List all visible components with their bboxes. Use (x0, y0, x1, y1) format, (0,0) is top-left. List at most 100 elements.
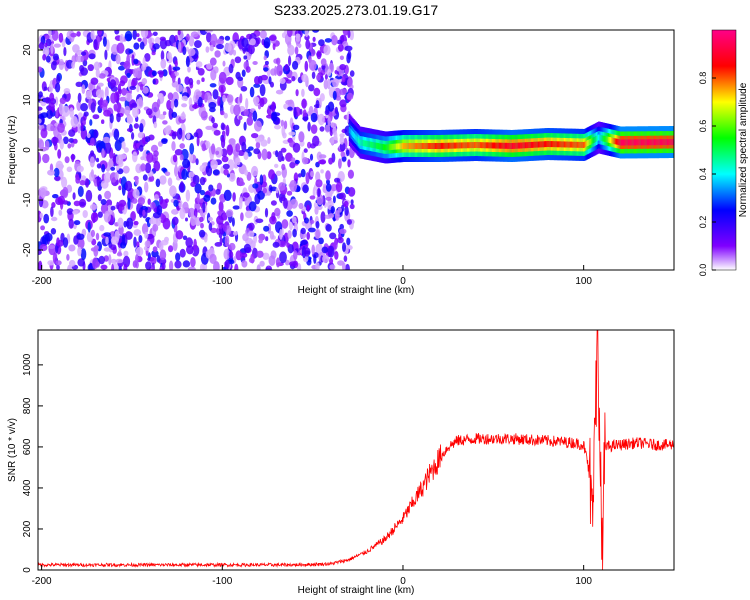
signal-cell (651, 139, 653, 146)
noise-speckle (172, 216, 179, 226)
noise-speckle (342, 30, 349, 36)
signal-cell (373, 142, 376, 149)
signal-cell (586, 140, 588, 147)
noise-speckle (88, 53, 96, 60)
signal-cell (384, 144, 387, 151)
signal-cell (446, 142, 448, 149)
noise-speckle (254, 120, 262, 132)
noise-speckle (316, 50, 322, 60)
noise-speckle (105, 236, 109, 245)
noise-speckle (259, 30, 267, 39)
noise-speckle (217, 95, 221, 106)
noise-speckle (207, 216, 213, 222)
signal-cell (630, 139, 633, 146)
noise-speckle (243, 243, 251, 253)
noise-speckle (56, 264, 60, 270)
heatmap-y-tick-label: -20 (22, 242, 33, 257)
noise-speckle (210, 69, 217, 81)
noise-speckle (167, 177, 173, 187)
signal-cell (416, 143, 418, 149)
noise-speckle (133, 42, 140, 50)
signal-cell (431, 143, 433, 149)
noise-speckle (242, 192, 250, 198)
signal-cell (429, 143, 431, 149)
noise-speckle (329, 232, 337, 240)
snr-x-tick-label: -100 (212, 576, 232, 587)
noise-speckle (177, 30, 181, 36)
noise-speckle (216, 43, 224, 50)
signal-cell (488, 142, 491, 149)
noise-speckle (151, 51, 156, 56)
noise-speckle (341, 75, 346, 83)
noise-speckle (320, 58, 327, 66)
signal-cell (501, 142, 504, 149)
noise-speckle (346, 219, 352, 225)
noise-speckle (135, 246, 144, 257)
noise-speckle (152, 246, 158, 253)
signal-cell (465, 142, 468, 149)
noise-speckle (312, 135, 320, 147)
snr-x-tick-label: 0 (400, 576, 406, 587)
noise-speckle (251, 165, 259, 177)
noise-speckle (90, 30, 95, 40)
noise-speckle (90, 77, 99, 85)
noise-speckle (277, 150, 284, 163)
signal-cell (580, 141, 583, 148)
noise-speckle (52, 53, 59, 61)
signal-cell (371, 141, 374, 148)
signal-cell (598, 134, 600, 141)
signal-cell (504, 142, 507, 149)
noise-speckle (181, 95, 188, 101)
noise-speckle (224, 259, 230, 269)
noise-speckle (256, 264, 261, 270)
signal-cell (669, 139, 672, 145)
noise-speckle (117, 83, 122, 93)
signal-cell (603, 135, 606, 142)
signal-cell (489, 142, 492, 149)
figure-title: S233.2025.273.01.19.G17 (274, 2, 438, 18)
noise-speckle (50, 125, 54, 132)
noise-speckle (253, 83, 261, 88)
noise-speckle (90, 137, 95, 146)
signal-cell (497, 142, 499, 149)
heatmap-x-tick-label: -200 (32, 276, 52, 287)
noise-speckle (80, 55, 85, 63)
noise-speckle (193, 132, 199, 138)
signal-cell (625, 139, 627, 146)
noise-speckle (279, 78, 286, 84)
noise-speckle (302, 184, 309, 194)
noise-speckle (180, 112, 186, 120)
noise-speckle (319, 126, 325, 132)
noise-speckle (174, 165, 179, 177)
noise-speckle (342, 262, 346, 270)
noise-speckle (317, 187, 321, 198)
noise-speckle (241, 69, 246, 77)
signal-cell (394, 143, 396, 150)
signal-cell (653, 139, 655, 146)
noise-speckle (160, 239, 169, 246)
noise-speckle (270, 200, 277, 206)
signal-cell (398, 143, 401, 150)
noise-speckle (89, 204, 98, 210)
signal-cell (667, 139, 670, 146)
noise-speckle (102, 99, 109, 108)
noise-speckle (239, 93, 243, 104)
noise-speckle (115, 258, 124, 264)
signal-cell (640, 139, 642, 146)
noise-speckle (139, 123, 144, 133)
signal-cell (411, 143, 414, 149)
noise-speckle (253, 148, 261, 155)
signal-cell (419, 143, 421, 149)
noise-speckle (187, 66, 191, 73)
noise-speckle (38, 118, 42, 124)
noise-speckle (132, 151, 138, 163)
signal-cell (413, 143, 416, 149)
noise-speckle (38, 249, 42, 255)
noise-speckle (118, 65, 125, 71)
signal-cell (447, 142, 449, 149)
noise-speckle (263, 67, 269, 72)
noise-speckle (332, 90, 337, 101)
signal-cell (444, 142, 446, 149)
noise-speckle (110, 258, 117, 264)
noise-speckle (269, 230, 274, 240)
